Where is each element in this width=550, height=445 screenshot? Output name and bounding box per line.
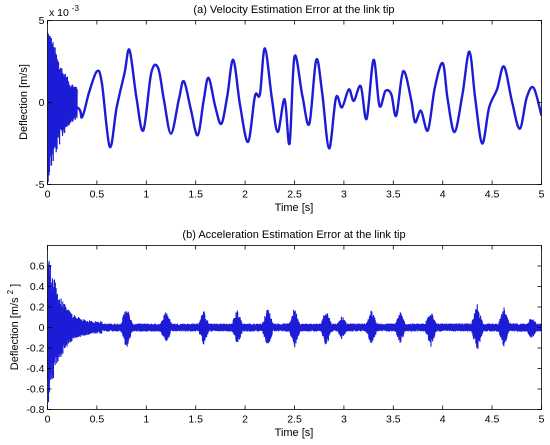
acceleration-y-tick-label: 0.4: [30, 281, 45, 293]
acceleration-y-tick-label: 0.2: [30, 302, 45, 314]
acceleration-y-tick-label: -0.8: [26, 404, 44, 416]
velocity-x-ticks: 0 0.5 1 1.5 2 2.5 3 3.5 4 4.5 5: [45, 20, 545, 201]
acceleration-series-line: [47, 260, 542, 403]
velocity-x-tick-label: 4.5: [485, 189, 500, 201]
velocity-y-multiplier-exp: -3: [72, 4, 80, 13]
acceleration-x-tick-label: 2.5: [287, 414, 302, 426]
velocity-x-tick-label: 4: [440, 189, 446, 201]
acceleration-x-axis-label: Time [s]: [275, 427, 314, 439]
velocity-x-tick-label: 1: [143, 189, 149, 201]
velocity-x-tick-label: 0: [45, 189, 51, 201]
velocity-x-tick-label: 3.5: [386, 189, 401, 201]
velocity-y-axis-label: Deflection [m/s]: [18, 64, 30, 140]
velocity-x-axis-label: Time [s]: [275, 202, 314, 214]
acceleration-y-axis-label-sup: 2: [6, 289, 15, 294]
acceleration-x-tick-label: 5: [539, 414, 545, 426]
acceleration-x-tick-label: 4: [440, 414, 446, 426]
acceleration-x-tick-label: 1: [143, 414, 149, 426]
acceleration-chart-title: (b) Acceleration Estimation Error at the…: [182, 229, 405, 241]
acceleration-x-tick-label: 2: [242, 414, 248, 426]
acceleration-y-tick-label: -0.4: [26, 363, 44, 375]
velocity-series-line: [47, 47, 542, 150]
acceleration-series: [47, 260, 542, 403]
acceleration-y-tick-label: -0.6: [26, 384, 44, 396]
velocity-y-tick-label: 0: [39, 97, 45, 109]
acceleration-x-tick-label: 0.5: [90, 414, 105, 426]
acceleration-y-tick-label: -0.2: [26, 343, 44, 355]
velocity-y-ticks: -5 0 5: [35, 15, 542, 191]
acceleration-x-tick-label: 0: [45, 414, 51, 426]
velocity-error-subplot: (a) Velocity Estimation Error at the lin…: [18, 4, 545, 214]
acceleration-x-tick-label: 1.5: [188, 414, 203, 426]
velocity-y-multiplier-base: x 10: [49, 7, 69, 19]
acceleration-y-axis-label: Deflection [m/s 2 ]: [4, 284, 21, 370]
velocity-x-tick-label: 2: [242, 189, 248, 201]
acceleration-y-axis-label-main: Deflection [m/s: [9, 297, 21, 370]
acceleration-error-subplot: (b) Acceleration Estimation Error at the…: [4, 229, 545, 439]
velocity-transient-line: [47, 31, 78, 182]
velocity-x-tick-label: 5: [539, 189, 545, 201]
velocity-y-tick-label: 5: [39, 15, 45, 27]
velocity-y-multiplier: x 10 -3: [49, 4, 79, 19]
acceleration-y-axis-label-end: ]: [9, 284, 21, 287]
acceleration-y-tick-label: 0.6: [30, 261, 45, 273]
velocity-x-tick-label: 0.5: [90, 189, 105, 201]
acceleration-y-ticks: -0.8 -0.6 -0.4 -0.2 0 0.2 0.4 0.6: [26, 261, 542, 416]
velocity-y-tick-label: -5: [35, 179, 44, 191]
acceleration-x-tick-label: 3: [341, 414, 347, 426]
velocity-series: [47, 31, 542, 182]
acceleration-x-ticks: 0 0.5 1 1.5 2 2.5 3 3.5 4 4.5 5: [45, 245, 545, 426]
velocity-chart-title: (a) Velocity Estimation Error at the lin…: [193, 4, 394, 16]
velocity-x-tick-label: 1.5: [188, 189, 203, 201]
velocity-x-tick-label: 3: [341, 189, 347, 201]
acceleration-x-tick-label: 3.5: [386, 414, 401, 426]
acceleration-x-tick-label: 4.5: [485, 414, 500, 426]
velocity-x-tick-label: 2.5: [287, 189, 302, 201]
acceleration-y-tick-label: 0: [39, 322, 45, 334]
